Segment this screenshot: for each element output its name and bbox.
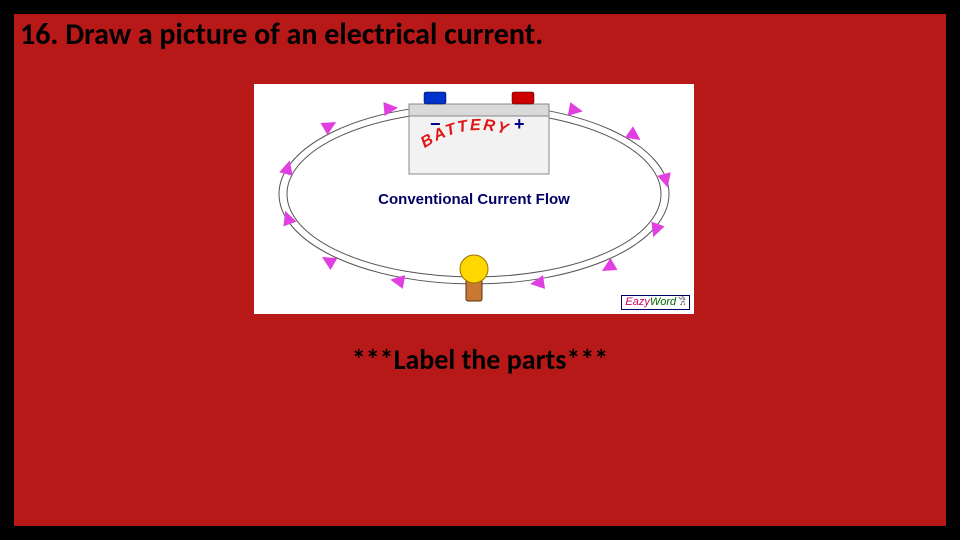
- positive-terminal: [512, 92, 534, 104]
- flow-caption: Conventional Current Flow: [378, 191, 570, 208]
- circuit-svg: − + BATTERY Conventional Current Flow: [254, 84, 694, 314]
- battery: − + BATTERY: [409, 92, 549, 174]
- watermark: EazyWord𓀟: [621, 295, 690, 310]
- watermark-figure-icon: 𓀟: [678, 297, 686, 308]
- slide-title: 16. Draw a picture of an electrical curr…: [20, 16, 543, 53]
- slide-subtitle: ***Label the parts***: [14, 342, 946, 377]
- slide-outer-border: 16. Draw a picture of an electrical curr…: [8, 8, 952, 532]
- circuit-diagram: − + BATTERY Conventional Current Flow: [254, 84, 694, 314]
- bulb: [460, 255, 488, 301]
- positive-sign: +: [514, 114, 525, 134]
- slide-body: 16. Draw a picture of an electrical curr…: [14, 14, 946, 526]
- watermark-part1: Eazy: [625, 296, 649, 308]
- negative-terminal: [424, 92, 446, 104]
- watermark-part2: Word: [650, 296, 676, 308]
